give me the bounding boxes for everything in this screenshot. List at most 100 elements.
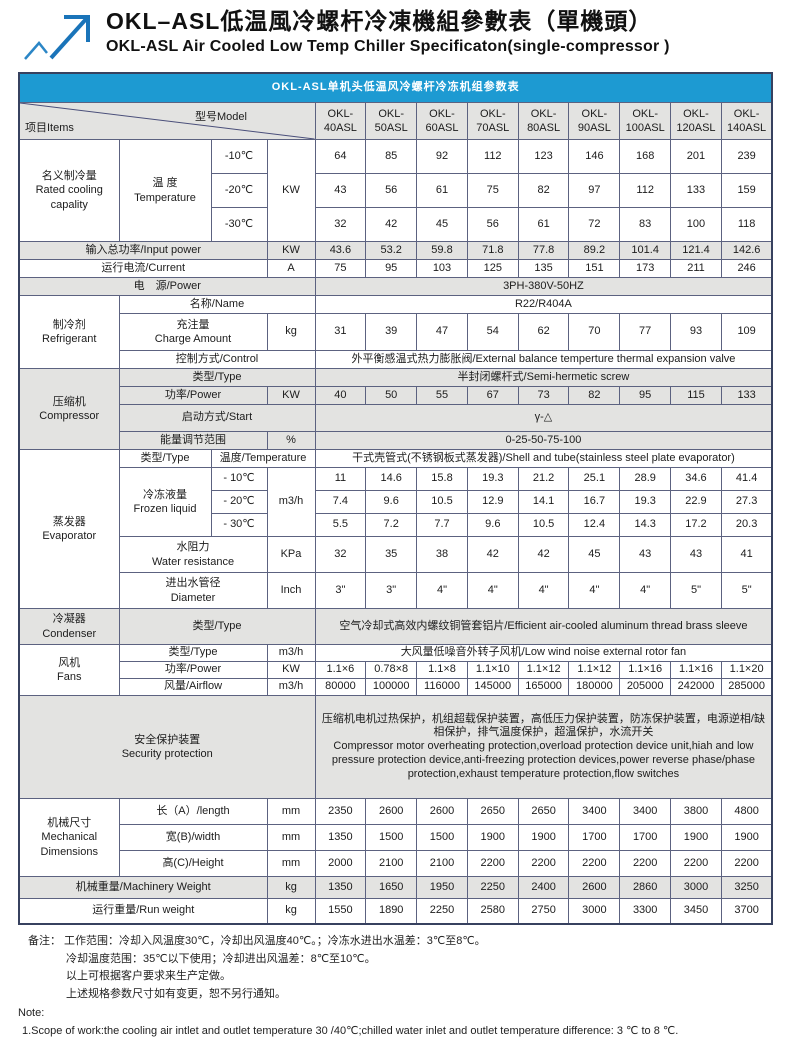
value-cell: 2250 [416, 898, 468, 925]
value-cell: 211 [670, 259, 722, 278]
value-cell: 73 [517, 386, 570, 405]
section-rated-cooling: 名义制冷量 Rated cooling capality [18, 139, 120, 242]
value-cell: 32 [314, 536, 367, 573]
value-cell: 54 [466, 313, 519, 351]
model-label: 型号Model [195, 111, 247, 123]
value-cell: 1700 [619, 824, 672, 851]
unit-cell: % [266, 431, 316, 450]
row-label: 风量/Airflow [118, 678, 268, 696]
value-cell: 2350 [314, 798, 367, 825]
value-cell: 89.2 [568, 241, 621, 260]
value-cell: 5.5 [314, 513, 367, 537]
table-title-bar: OKL-ASL单机头低温风冷螺杆冷冻机组参数表 [18, 72, 773, 103]
value-cell: 59.8 [416, 241, 468, 260]
row-label: 充注量 Charge Amount [118, 313, 268, 351]
note-line: 以上可根据客户要求来生产定做。 [66, 970, 231, 983]
model-header: OKL- 40ASL [314, 102, 367, 140]
refrigerant-name-row: 制冷剂 Refrigerant 名称/Name R22/R404A [18, 295, 773, 369]
value-cell: 2200 [670, 850, 722, 877]
value-cell: 95 [619, 386, 672, 405]
value-cell: 133 [720, 386, 773, 405]
value-cell: 1900 [466, 824, 519, 851]
spec-table: OKL-ASL单机头低温风冷螺杆冷冻机组参数表 项目Items 型号Model … [18, 72, 774, 925]
unit-cell: KPa [266, 536, 316, 573]
value-cell: 61 [517, 207, 570, 242]
section-condenser: 冷凝器 Condenser [18, 608, 120, 645]
temp-tier: -30℃ [210, 207, 268, 242]
value-cell: 146 [568, 139, 621, 174]
value-cell: 205000 [619, 678, 672, 696]
value-cell: 1900 [720, 824, 773, 851]
energy-range-row: 能量调节范围 % 0-25-50-75-100 [19, 431, 773, 450]
value-cell: 2000 [314, 850, 367, 877]
width-row: 宽(B)/width mm 1350 1500 1500 1900 1900 1… [19, 824, 773, 851]
value-cell: 干式壳管式(不锈钢板式蒸发器)/Shell and tube(stainless… [314, 449, 773, 468]
unit-cell: A [266, 259, 316, 278]
value-cell: 67 [466, 386, 519, 405]
value-cell: 80000 [314, 678, 367, 696]
note-line: 1.Scope of work:the cooling air intlet a… [22, 1024, 679, 1037]
value-cell: 20.3 [720, 513, 773, 537]
start-mode-row: 启动方式/Start γ-△ [19, 404, 773, 432]
charge-amount-row: 充注量 Charge Amount kg 31 39 47 54 62 70 7… [19, 313, 773, 351]
value-cell: 1550 [314, 898, 367, 925]
value-cell: 85 [365, 139, 418, 174]
value-cell: 173 [619, 259, 672, 278]
value-cell: 3250 [720, 876, 773, 899]
model-header: OKL- 140ASL [720, 102, 773, 140]
value-cell: 112 [466, 139, 519, 174]
value-cell: 7.7 [416, 513, 468, 537]
value-cell: 53.2 [365, 241, 418, 260]
power-supply-row: 电 源/Power 3PH-380V-50HZ [18, 277, 773, 296]
page-title-zh: OKL–ASL低温風冷螺杆冷凍機組參數表（單機頭） [106, 8, 653, 34]
model-header: OKL- 90ASL [568, 102, 621, 140]
value-cell: 41.4 [720, 467, 773, 491]
value-cell: 1650 [365, 876, 418, 899]
value-cell: 3700 [720, 898, 773, 925]
value-cell: 165000 [517, 678, 570, 696]
value-cell: 2100 [365, 850, 418, 877]
row-label: 高(C)/Height [118, 850, 268, 877]
items-model-header: 项目Items 型号Model [18, 102, 316, 140]
unit-cell: kg [266, 898, 316, 925]
unit-cell: mm [266, 850, 316, 877]
value-cell: 2200 [517, 850, 570, 877]
run-weight-row: 运行重量/Run weight kg 1550 1890 2250 2580 2… [18, 898, 773, 925]
unit-cell: m3/h [266, 467, 316, 537]
value-cell: 123 [517, 139, 570, 174]
value-cell: 1.1×20 [720, 661, 773, 679]
value-cell: 35 [365, 536, 418, 573]
value-cell: 2200 [466, 850, 519, 877]
security-row: 安全保护装置 Security protection 压缩机电机过热保护，机组超… [18, 695, 773, 799]
value-cell: 半封闭螺杆式/Semi-hermetic screw [314, 368, 773, 387]
unit-cell: mm [266, 798, 316, 825]
value-cell: 1.1×12 [517, 661, 570, 679]
value-cell: 56 [365, 173, 418, 208]
value-cell: 1700 [568, 824, 621, 851]
value-cell: 14.6 [365, 467, 418, 491]
value-cell: 3000 [568, 898, 621, 925]
value-cell: 92 [416, 139, 468, 174]
value-cell: 2200 [720, 850, 773, 877]
value-cell: 1900 [670, 824, 722, 851]
value-cell: 201 [670, 139, 722, 174]
value-cell: 61 [416, 173, 468, 208]
value-cell: 145000 [466, 678, 519, 696]
value-cell: 142.6 [720, 241, 773, 260]
value-cell: 2600 [365, 798, 418, 825]
fan-power-row: 功率/Power KW 1.1×6 0.78×8 1.1×8 1.1×10 1.… [19, 661, 773, 679]
value-cell: 3000 [670, 876, 722, 899]
value-cell: 22.9 [670, 490, 722, 514]
note-line: 冷却温度范围：35℃以下使用；冷却进出风温差：8℃至10℃。 [66, 952, 376, 965]
value-cell: 4" [517, 572, 570, 609]
value-cell: 14.3 [619, 513, 672, 537]
value-cell: 0.78×8 [365, 661, 418, 679]
value-cell: 42 [466, 536, 519, 573]
value-cell: 50 [365, 386, 418, 405]
frozen-liquid-row-20: - 20℃ 7.4 9.6 10.5 12.9 14.1 16.7 19.3 2… [19, 490, 773, 514]
value-cell: 39 [365, 313, 418, 351]
value-cell: 95 [365, 259, 418, 278]
unit-cell: mm [266, 824, 316, 851]
value-cell: 3400 [568, 798, 621, 825]
row-label: 能量调节范围 [118, 431, 268, 450]
